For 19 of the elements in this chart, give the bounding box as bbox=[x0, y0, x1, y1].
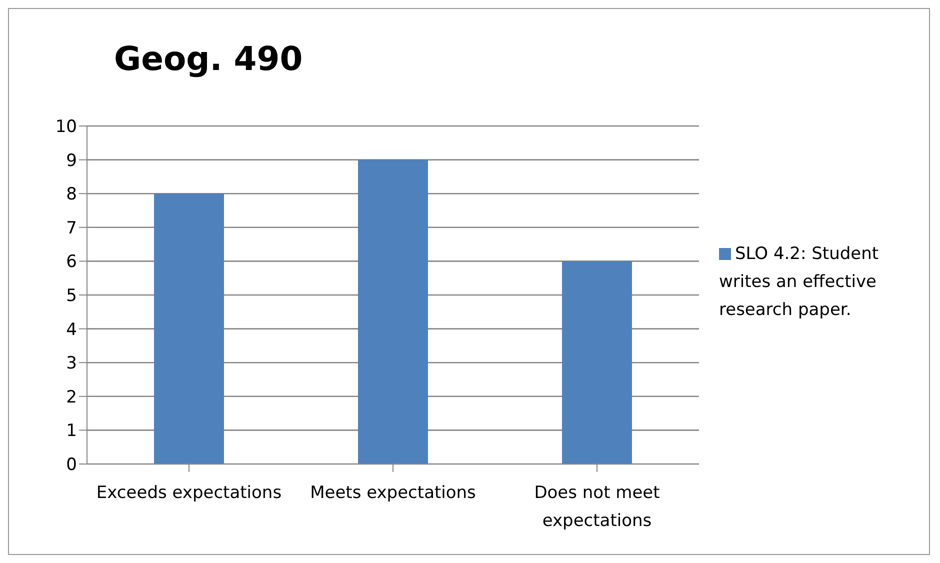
y-tick-label: 10 bbox=[55, 117, 77, 138]
legend-label: SLO 4.2: Student writes an effective research paper. bbox=[719, 244, 879, 320]
y-tick-label: 2 bbox=[66, 387, 77, 408]
y-tick-label: 8 bbox=[66, 184, 77, 205]
y-tick-label: 1 bbox=[66, 421, 77, 442]
y-tick-label: 3 bbox=[66, 354, 77, 374]
bar bbox=[154, 194, 224, 464]
chart-title: Geog. 490 bbox=[114, 39, 303, 78]
y-tick-label: 9 bbox=[66, 150, 77, 171]
y-tick-label: 4 bbox=[66, 320, 77, 340]
bar bbox=[358, 160, 428, 464]
y-tick-label: 7 bbox=[66, 218, 77, 238]
x-tick-label: Meets expectations bbox=[310, 483, 476, 504]
x-tick-label: Exceeds expectations bbox=[96, 483, 282, 504]
y-tick-label: 6 bbox=[66, 252, 77, 272]
bar bbox=[562, 261, 632, 464]
y-tick-label: 5 bbox=[66, 286, 77, 306]
x-tick-label: Does not meet expectations bbox=[534, 483, 660, 532]
y-tick-label: 0 bbox=[66, 455, 77, 476]
